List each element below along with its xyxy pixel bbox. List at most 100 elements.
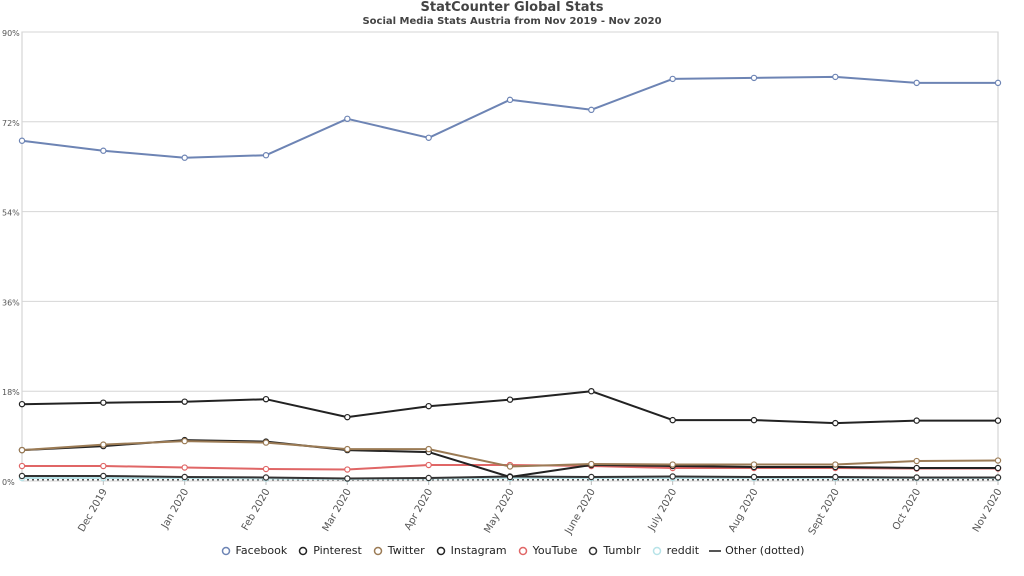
legend-label: Twitter	[387, 544, 425, 557]
x-tick-label: June 2020	[563, 487, 598, 537]
data-point-facebook	[18, 137, 26, 144]
legend-marker-pinterest	[298, 546, 308, 555]
x-tick-label: Oct 2020	[891, 487, 923, 532]
data-point-tumblr	[913, 474, 920, 481]
data-point-youtube	[344, 466, 351, 473]
series-line-pinterest	[21, 390, 998, 425]
y-tick-label: 18%	[2, 388, 20, 397]
data-point-pinterest	[506, 396, 514, 403]
data-point-pinterest	[994, 417, 1002, 424]
y-tick-label: 36%	[2, 298, 20, 307]
data-point-pinterest	[588, 388, 595, 395]
legend-label: YouTube	[532, 544, 578, 557]
legend-marker-youtube	[518, 546, 527, 555]
legend-label: Instagram	[450, 544, 507, 557]
data-point-youtube	[425, 461, 432, 469]
y-tick-label: 72%	[2, 119, 20, 128]
data-point-pinterest	[832, 419, 839, 427]
x-tick-label: Feb 2020	[240, 487, 273, 533]
data-point-pinterest	[181, 398, 188, 405]
data-point-tumblr	[994, 474, 1002, 481]
legend-label: Facebook	[235, 544, 288, 557]
data-point-facebook	[425, 134, 432, 141]
y-tick-label: 90%	[2, 29, 20, 38]
legend-label: Other (dotted)	[725, 544, 805, 557]
series-line-instagram	[21, 439, 998, 478]
data-point-facebook	[181, 154, 188, 161]
chart-legend: Facebook Pinterest Twitter Instagram YouTube…	[0, 544, 1024, 559]
data-point-twitter	[832, 461, 839, 468]
data-point-twitter	[750, 461, 758, 468]
legend-label: Tumblr	[603, 544, 641, 557]
x-tick-label: Sept 2020	[807, 487, 842, 537]
legend-item-instagram[interactable]: Instagram	[435, 544, 507, 557]
data-point-twitter	[994, 457, 1002, 464]
data-point-twitter	[425, 445, 432, 453]
x-tick-label: Aug 2020	[727, 487, 761, 534]
data-point-pinterest	[18, 400, 26, 408]
data-point-tumblr	[181, 473, 188, 481]
legend-item-pinterest[interactable]: Pinterest	[297, 544, 362, 557]
legend-label: reddit	[666, 544, 700, 557]
data-point-tumblr	[344, 475, 351, 482]
data-point-instagram	[506, 473, 514, 481]
data-point-tumblr	[832, 473, 839, 481]
x-tick-label: Mar 2020	[321, 487, 354, 534]
x-tick-label: Dec 2019	[76, 487, 110, 534]
data-point-facebook	[832, 73, 839, 81]
data-point-pinterest	[262, 395, 270, 403]
data-point-facebook	[506, 96, 514, 104]
data-point-tumblr	[750, 473, 758, 481]
data-point-twitter	[588, 460, 595, 468]
x-tick-label: May 2020	[482, 487, 516, 535]
data-point-tumblr	[262, 474, 270, 481]
data-point-facebook	[750, 74, 758, 82]
legend-marker-twitter	[373, 546, 383, 555]
data-point-pinterest	[344, 413, 351, 421]
x-tick-label: Jan 2020	[159, 487, 191, 532]
data-point-facebook	[588, 106, 595, 114]
legend-item-facebook[interactable]: Facebook	[220, 544, 288, 557]
legend-marker-tumblr	[589, 546, 598, 555]
data-point-facebook	[913, 79, 920, 87]
series-line-facebook	[21, 75, 998, 159]
x-tick-label: July 2020	[646, 487, 679, 534]
data-point-tumblr	[100, 472, 107, 480]
data-point-tumblr	[18, 472, 26, 480]
x-tick-label: Nov 2020	[971, 487, 1005, 534]
legend-item-tumblr[interactable]: Tumblr	[587, 544, 641, 557]
legend-item-reddit[interactable]: reddit	[651, 544, 699, 557]
data-point-tumblr	[669, 473, 676, 480]
data-point-twitter	[913, 457, 920, 465]
data-point-facebook	[262, 152, 270, 159]
y-tick-label: 54%	[2, 209, 20, 218]
data-point-youtube	[100, 462, 107, 470]
x-tick-label: Apr 2020	[403, 487, 435, 532]
data-point-twitter	[506, 463, 514, 470]
legend-item-youtube[interactable]: YouTube	[517, 544, 578, 557]
data-point-twitter	[262, 439, 270, 446]
y-tick-label: 0%	[2, 478, 15, 487]
data-point-tumblr	[588, 473, 595, 481]
data-point-instagram	[994, 464, 1002, 472]
legend-label: Pinterest	[313, 544, 362, 557]
data-point-pinterest	[669, 416, 676, 424]
legend-marker-facebook	[221, 546, 230, 555]
data-point-youtube	[18, 462, 26, 470]
legend-item-other-dotted[interactable]: Other (dotted)	[709, 544, 804, 557]
legend-marker-reddit	[652, 546, 661, 555]
data-point-twitter	[669, 461, 676, 468]
data-point-pinterest	[425, 402, 432, 410]
data-point-youtube	[181, 464, 188, 471]
legend-marker-other-dotted	[709, 549, 722, 552]
data-point-twitter	[100, 441, 107, 448]
data-point-instagram	[913, 464, 920, 472]
chart-subtitle: Social Media Stats Austria from Nov 2019…	[362, 16, 662, 27]
legend-item-twitter[interactable]: Twitter	[372, 544, 425, 557]
chart-title: StatCounter Global Stats	[420, 0, 604, 15]
data-point-pinterest	[750, 416, 758, 424]
line-chart: 0% 18% 36% 54% 72% 90% Dec 2019 Jan 2020 Feb 202…	[2, 29, 1005, 537]
data-point-twitter	[344, 445, 351, 453]
data-point-pinterest	[100, 399, 107, 406]
data-point-youtube	[262, 465, 270, 473]
